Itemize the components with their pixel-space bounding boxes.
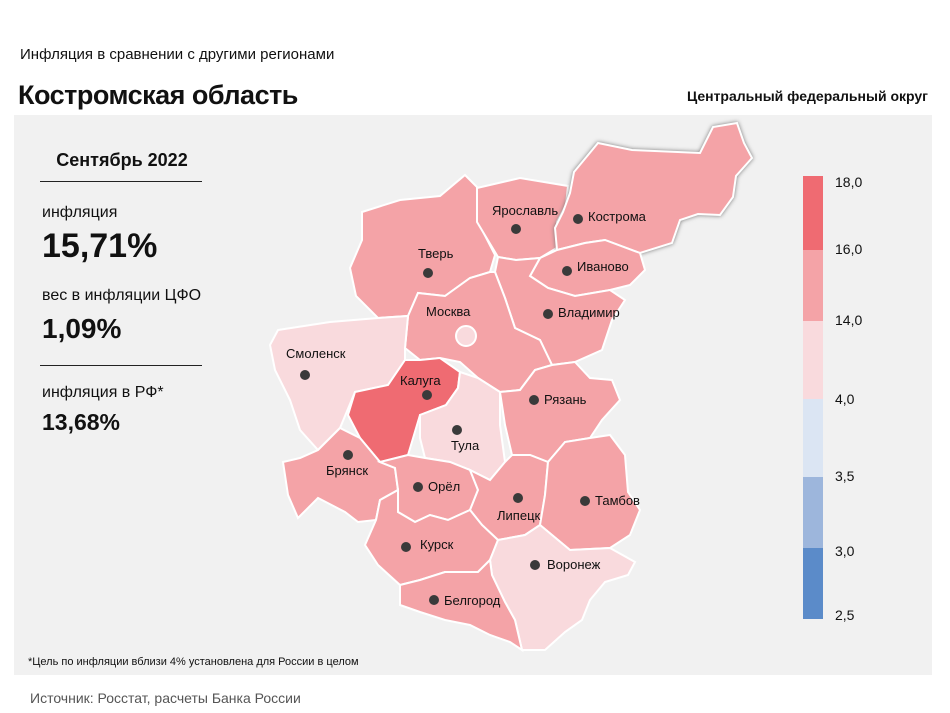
city-dot-belgorod [429,595,439,605]
inflation-value: 15,71% [42,227,158,265]
city-dot-lipetsk [513,493,523,503]
city-dot-yaroslavl [511,224,521,234]
weight-label: вес в инфляции ЦФО [42,287,202,304]
legend-label-2: 16,0 [835,241,863,257]
city-label-voronezh: Воронеж [547,557,601,572]
city-dot-kursk [401,542,411,552]
moscow-city-marker [455,325,477,347]
city-dot-ivanovo [562,266,572,276]
city-dot-tula [452,425,462,435]
city-dot-kaluga [422,390,432,400]
city-dot-bryansk [343,450,353,460]
city-label-kaluga: Калуга [400,373,441,388]
weight-value: 1,09% [42,313,122,344]
legend-label-4: 4,0 [835,391,855,407]
city-label-bryansk: Брянск [326,463,368,478]
inflation-label: инфляция [42,204,118,221]
city-label-moscow: Москва [426,304,471,319]
footnote: *Цель по инфляции вблизи 4% установлена … [28,656,359,668]
divider-top [40,181,202,182]
page-title: Костромская область [18,80,298,110]
region-kursk[interactable] [363,488,500,587]
region-belgorod[interactable] [399,557,524,653]
district-label: Центральный федеральный округ [686,88,928,104]
legend-band-4 [803,399,823,477]
region-kostroma[interactable] [553,121,754,255]
legend-label-7: 2,5 [835,607,855,623]
month-label: Сентябрь 2022 [56,150,188,170]
city-label-ivanovo: Иваново [577,259,629,274]
russia-inflation-value: 13,68% [42,409,121,435]
city-dot-kostroma [573,214,583,224]
city-dot-tver [423,268,433,278]
city-label-yaroslavl: Ярославль [492,203,558,218]
legend-label-5: 3,5 [835,468,855,484]
city-label-kursk: Курск [420,537,454,552]
city-label-vladimir: Владимир [558,305,620,320]
city-dot-ryazan [529,395,539,405]
city-label-kostroma: Кострома [588,209,647,224]
legend-band-5 [803,477,823,548]
divider-bottom [40,365,202,366]
russia-inflation-label: инфляция в РФ* [42,384,164,401]
city-dot-tambov [580,496,590,506]
city-dot-orel [413,482,423,492]
legend-band-2 [803,250,823,321]
page-subtitle: Инфляция в сравнении с другими регионами [20,46,335,63]
legend-band-6 [803,548,823,619]
city-dot-voronezh [530,560,540,570]
city-dot-vladimir [543,309,553,319]
legend-band-3 [803,321,823,399]
city-label-belgorod: Белгород [444,593,501,608]
city-label-smolensk: Смоленск [286,346,346,361]
city-label-tula: Тула [451,438,480,453]
legend-label-6: 3,0 [835,543,855,559]
source-note: Источник: Росстат, расчеты Банка России [30,690,301,706]
city-label-tambov: Тамбов [595,493,640,508]
city-label-tver: Тверь [418,246,454,261]
legend-label-3: 14,0 [835,312,863,328]
legend-band-1 [803,176,823,250]
legend-bar [803,176,823,619]
city-label-ryazan: Рязань [544,392,587,407]
region-kaluga[interactable] [346,356,462,464]
legend-label-1: 18,0 [835,174,863,190]
city-label-lipetsk: Липецк [497,508,541,523]
city-label-orel: Орёл [428,479,460,494]
city-dot-smolensk [300,370,310,380]
